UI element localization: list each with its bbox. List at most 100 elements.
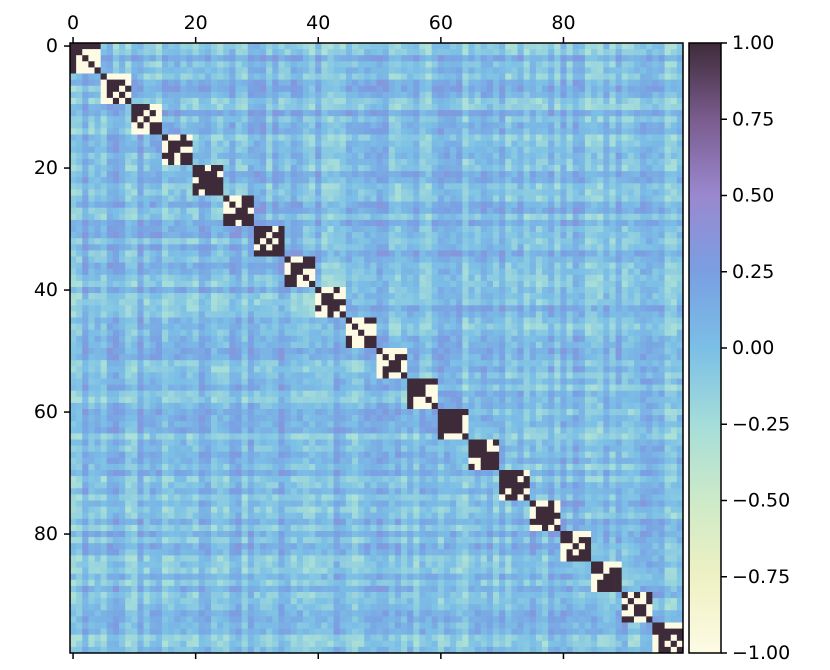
heatmap-cell	[658, 61, 665, 68]
heatmap-cell	[100, 134, 108, 141]
heatmap-cell	[266, 97, 273, 105]
heatmap-cell	[284, 287, 292, 294]
heatmap-cell	[82, 244, 89, 251]
heatmap-cell	[462, 104, 469, 111]
heatmap-cell	[272, 116, 279, 123]
heatmap-cell	[615, 177, 623, 184]
heatmap-cell	[241, 299, 249, 306]
heatmap-cell	[290, 268, 298, 276]
heatmap-cell	[161, 43, 169, 50]
heatmap-cell	[339, 268, 347, 276]
heatmap-cell	[633, 128, 641, 135]
heatmap-cell	[229, 116, 236, 123]
heatmap-cell	[106, 85, 114, 93]
heatmap-cell	[664, 311, 672, 318]
heatmap-cell	[345, 146, 353, 154]
heatmap-cell	[413, 91, 420, 99]
heatmap-cell	[119, 79, 126, 87]
heatmap-cell	[431, 311, 439, 318]
heatmap-cell	[345, 55, 353, 62]
heatmap-cell	[382, 61, 390, 68]
heatmap-cell	[511, 110, 518, 117]
heatmap-cell	[168, 43, 175, 50]
heatmap-cell	[474, 67, 482, 74]
heatmap-cell	[474, 128, 482, 135]
heatmap-cell	[591, 219, 598, 227]
heatmap-cell	[364, 183, 371, 190]
heatmap-cell	[327, 49, 334, 56]
heatmap-cell	[223, 323, 230, 331]
heatmap-cell	[382, 110, 390, 117]
heatmap-cell	[217, 110, 224, 117]
heatmap-cell	[382, 226, 390, 233]
heatmap-cell	[76, 238, 83, 245]
heatmap-cell	[511, 122, 518, 129]
heatmap-cell	[119, 104, 126, 111]
heatmap-cell	[125, 97, 132, 105]
heatmap-cell	[198, 97, 206, 105]
heatmap-cell	[235, 238, 242, 245]
heatmap-cell	[70, 323, 77, 331]
heatmap-cell	[290, 104, 298, 111]
heatmap-cell	[566, 226, 574, 233]
heatmap-cell	[204, 79, 212, 87]
heatmap-cell	[198, 49, 206, 56]
heatmap-cell	[76, 79, 83, 87]
heatmap-cell	[315, 171, 322, 178]
heatmap-cell	[517, 274, 524, 282]
heatmap-cell	[542, 262, 549, 270]
heatmap-cell	[358, 335, 365, 343]
heatmap-cell	[664, 207, 672, 215]
heatmap-cell	[247, 213, 255, 221]
heatmap-cell	[82, 128, 89, 135]
heatmap-cell	[670, 55, 678, 62]
heatmap-cell	[394, 262, 402, 270]
heatmap-cell	[468, 341, 475, 349]
heatmap-cell	[192, 274, 200, 282]
heatmap-cell	[437, 67, 445, 74]
heatmap-cell	[217, 341, 224, 349]
heatmap-cell	[186, 226, 193, 233]
heatmap-cell	[364, 128, 371, 135]
heatmap-cell	[210, 323, 218, 331]
heatmap-cell	[572, 341, 580, 349]
heatmap-cell	[358, 43, 365, 50]
heatmap-cell	[486, 335, 494, 343]
heatmap-cell	[106, 116, 114, 123]
heatmap-cell	[492, 67, 500, 74]
heatmap-cell	[131, 195, 138, 202]
heatmap-cell	[210, 171, 218, 178]
heatmap-cell	[578, 329, 586, 337]
heatmap-cell	[542, 85, 549, 93]
heatmap-cell	[658, 73, 665, 80]
heatmap-cell	[149, 116, 157, 123]
heatmap-cell	[351, 177, 359, 184]
heatmap-cell	[309, 85, 316, 93]
heatmap-cell	[112, 55, 120, 62]
heatmap-cell	[670, 79, 678, 87]
heatmap-cell	[652, 146, 659, 154]
heatmap-cell	[468, 165, 475, 172]
heatmap-cell	[358, 268, 365, 276]
heatmap-cell	[174, 171, 181, 178]
heatmap-cell	[290, 256, 298, 263]
heatmap-cell	[450, 91, 457, 99]
heatmap-cell	[664, 116, 672, 123]
heatmap-cell	[413, 226, 420, 233]
heatmap-cell	[247, 238, 255, 245]
heatmap-cell	[621, 158, 629, 166]
heatmap-cell	[431, 67, 439, 74]
heatmap-cell	[511, 165, 518, 172]
heatmap-cell	[192, 79, 200, 87]
heatmap-cell	[401, 280, 408, 288]
heatmap-cell	[450, 79, 457, 87]
heatmap-cell	[505, 128, 512, 135]
heatmap-cell	[247, 146, 255, 154]
heatmap-cell	[437, 85, 445, 93]
heatmap-cell	[413, 317, 420, 324]
heatmap-cell	[450, 280, 457, 288]
heatmap-cell	[431, 140, 439, 148]
heatmap-cell	[627, 79, 635, 87]
heatmap-cell	[88, 140, 95, 148]
heatmap-cell	[100, 305, 108, 312]
